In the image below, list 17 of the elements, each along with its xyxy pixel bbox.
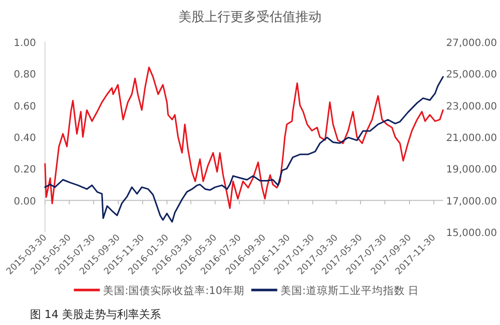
- y-tick-label: 0.20: [14, 164, 36, 176]
- y2-tick-label: 17,000.00: [446, 196, 497, 208]
- y-tick-label: 0.00: [14, 196, 36, 208]
- y2-tick-label: 25,000.00: [446, 70, 497, 81]
- legend-label: 美国:国债实际收益率:10年期: [102, 284, 244, 297]
- y-tick-label: 1.00: [14, 38, 36, 49]
- y2-tick-label: 27,000.00: [446, 38, 497, 49]
- y2-tick-label: 19,000.00: [446, 164, 497, 176]
- y-tick-label: 0.60: [14, 101, 36, 112]
- title: 美股上行更多受估值推动: [178, 10, 322, 25]
- y2-tick-label: 15,000.00: [446, 228, 497, 239]
- y2-tick-label: 21,000.00: [446, 133, 497, 144]
- y-tick-label: 0.40: [14, 133, 36, 144]
- y-tick-label: 0.80: [14, 70, 36, 81]
- legend-label: 美国:道琼斯工业平均指数 日: [280, 284, 420, 297]
- annotation: 图 14 美股走势与利率关系: [30, 308, 161, 321]
- y2-tick-label: 23,000.00: [446, 101, 497, 112]
